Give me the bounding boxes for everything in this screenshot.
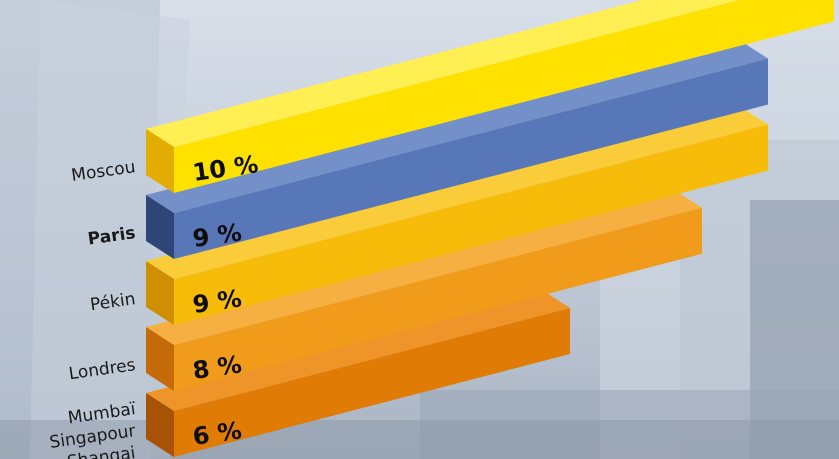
value-label: 9 % — [191, 284, 244, 319]
bar-top-face — [146, 106, 768, 279]
bar-side-face — [146, 261, 174, 325]
bar-top-face — [146, 290, 570, 411]
bar-front-face — [174, 0, 834, 193]
bar-top-face — [146, 0, 740, 147]
bar-top-face — [146, 40, 768, 214]
bar-front-face — [174, 58, 768, 260]
bar-side-face — [146, 327, 174, 391]
bar-2 — [146, 106, 768, 325]
value-label: 6 % — [191, 416, 244, 451]
bar-front-face — [174, 124, 768, 325]
bar-front-face — [174, 207, 702, 391]
bar-front-face — [174, 308, 570, 457]
bar-side-face — [146, 393, 174, 457]
value-label: 9 % — [191, 218, 244, 253]
value-label: 8 % — [191, 350, 244, 385]
bar-0 — [146, 0, 834, 193]
bar-4 — [146, 290, 570, 457]
bar-side-face — [146, 195, 174, 259]
bars — [146, 0, 834, 457]
bar-1 — [146, 40, 768, 260]
bar-3 — [146, 189, 702, 391]
bar-top-face — [146, 189, 702, 345]
bar-side-face — [146, 129, 174, 193]
